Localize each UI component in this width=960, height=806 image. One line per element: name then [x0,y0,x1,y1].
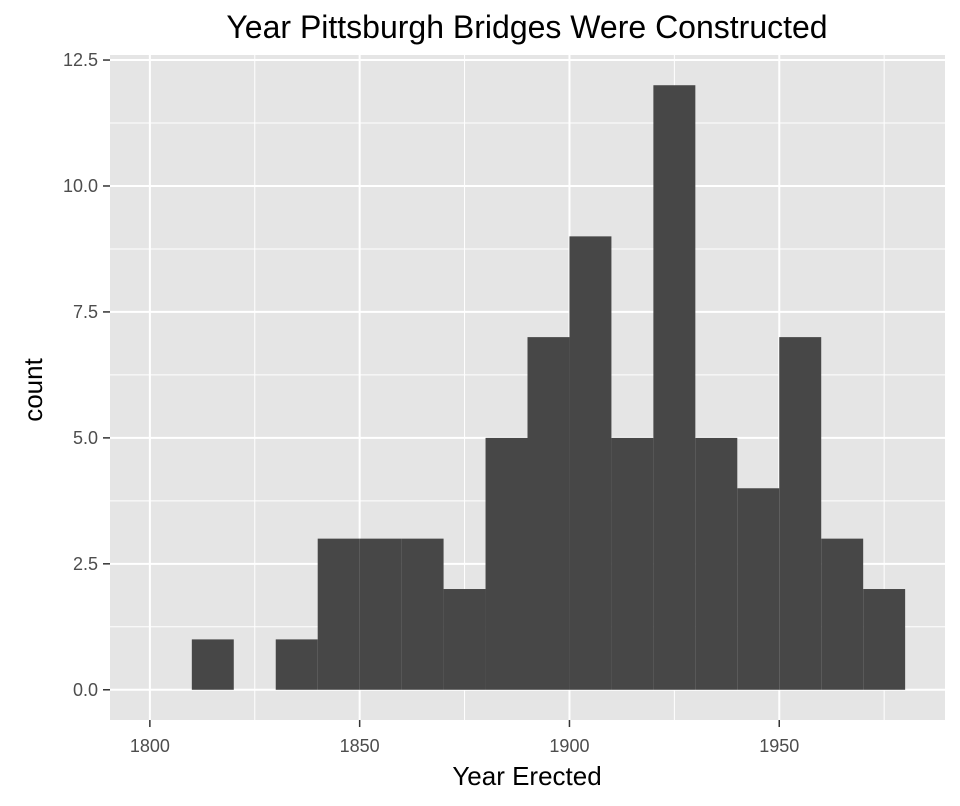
histogram-bar [485,437,528,690]
histogram-bar [443,589,486,690]
y-axis-title: count [18,357,48,421]
y-tick-label: 2.5 [73,554,98,574]
histogram-bar [191,639,234,690]
x-axis-ticks: 1800 1850 1900 1950 [130,720,799,756]
y-tick-label: 0.0 [73,680,98,700]
histogram-bar [527,337,570,690]
x-axis-title: Year Erected [452,761,601,791]
histogram-bar [863,589,906,690]
histogram-bar [611,437,654,690]
histogram-bar [401,538,444,690]
y-tick-label: 12.5 [63,50,98,70]
histogram-bar [821,538,864,690]
chart-title: Year Pittsburgh Bridges Were Constructed [226,9,827,45]
histogram-bar [653,85,696,690]
x-tick-label: 1950 [759,736,799,756]
histogram-bar [275,639,318,690]
y-tick-label: 7.5 [73,302,98,322]
x-tick-label: 1850 [340,736,380,756]
y-tick-label: 5.0 [73,428,98,448]
y-axis-ticks: 0.0 2.5 5.0 7.5 10.0 12.5 [63,50,110,700]
histogram-bar [569,236,612,690]
histogram-bar [779,337,822,690]
histogram-bars [191,85,906,690]
histogram-bar [317,538,360,690]
x-tick-label: 1900 [549,736,589,756]
histogram-bar [359,538,402,690]
histogram-bar [737,488,780,690]
y-tick-label: 10.0 [63,176,98,196]
histogram-bar [695,437,738,690]
x-tick-label: 1800 [130,736,170,756]
